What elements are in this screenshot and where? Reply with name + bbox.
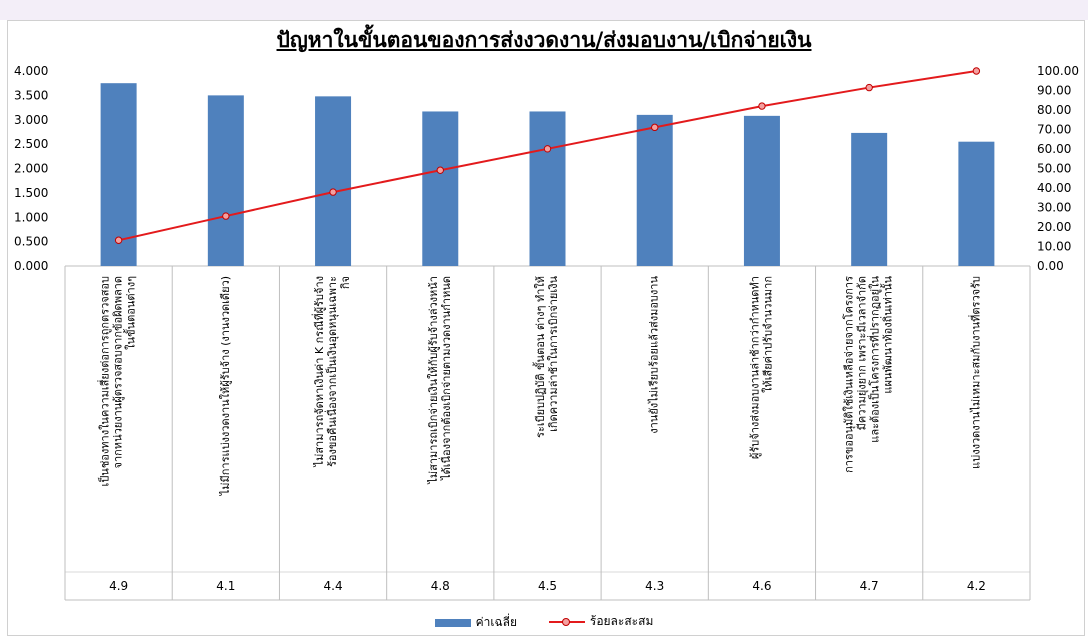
category-label: แบ่งงวดงานไม่เหมาะสมกับงานที่ตรวจรับ — [967, 276, 982, 469]
right-tick-label: 100.00 — [1037, 64, 1079, 78]
bar — [851, 132, 888, 266]
right-tick-label: 0.00 — [1037, 259, 1064, 273]
category-code: 4.5 — [538, 579, 557, 593]
category-label: มีความยุ่งยาก เพราะมีเวลาจำกัด — [856, 276, 869, 430]
line-point — [543, 145, 552, 153]
legend-bar-swatch — [434, 618, 471, 627]
category-label: ผู้รับจ้างส่งมอบงานล่าช้ากว่ากำหนดทำ — [748, 276, 761, 459]
bar — [636, 114, 673, 266]
line-point — [865, 83, 873, 92]
chart-title: ปัญหาในขั้นตอนของการส่งงวดงาน/ส่งมอบงาน/… — [276, 28, 812, 52]
category-label: การขออนุมัติใช้เงินเหลือจ่ายจากโครงการ — [842, 276, 856, 473]
right-tick-label: 80.00 — [1037, 103, 1071, 117]
legend-item-bar: ค่าเฉลี่ย — [434, 613, 518, 632]
category-label: จากหน่วยงานผู้ตรวจสอบจากข้อผิดพลาด — [112, 276, 125, 468]
category-label: งานยังไม่เรียบร้อยแล้วส่งมอบงาน — [648, 276, 661, 434]
category-code: 4.9 — [109, 579, 128, 593]
left-tick-label: 4.000 — [14, 64, 48, 78]
line-point — [436, 166, 444, 174]
top-strip — [0, 0, 1088, 20]
category-label: และต้องเป็นโครงการที่ปรากฏอยู่ใน — [867, 276, 882, 443]
left-tick-label: 2.500 — [14, 137, 48, 151]
category-code: 4.2 — [967, 579, 986, 593]
left-tick-label: 3.000 — [14, 113, 48, 127]
left-tick-label: 3.500 — [14, 88, 48, 102]
category-code: 4.7 — [860, 579, 879, 593]
category-label: ได้เนื่องจากต้องเบิกจ่ายตามงวดงานกำหนด — [438, 276, 453, 481]
left-tick-label: 1.500 — [14, 186, 48, 200]
bar — [422, 111, 459, 267]
right-tick-label: 70.00 — [1037, 123, 1071, 137]
bar — [958, 141, 995, 266]
bar — [100, 83, 137, 266]
left-tick-label: 1.000 — [14, 210, 48, 224]
line-point — [329, 188, 337, 196]
right-tick-label: 40.00 — [1037, 181, 1071, 195]
line-point — [651, 123, 659, 132]
right-tick-label: 50.00 — [1037, 162, 1071, 176]
category-label: ไม่สามารถเบิกจ่ายเงินให้กับผู้รับจ้างล่ว… — [427, 276, 440, 485]
bar — [207, 95, 244, 266]
category-label: แผนพัฒนาท้องถิ่นเท่านั้น — [880, 276, 895, 394]
category-label: เป็นช่องทางในความเสี่ยงต่อการถูกตรวจสอบ — [97, 276, 112, 486]
category-label: ร้องขอคืนเนื่องจากเป็นเงินอุดหนุนเฉพาะ — [324, 276, 339, 467]
category-code: 4.3 — [645, 579, 664, 593]
line-point — [222, 212, 230, 220]
legend-item-line: ร้อยละสะสม — [548, 612, 654, 631]
left-tick-label: 2.000 — [14, 162, 48, 176]
right-tick-label: 10.00 — [1037, 240, 1071, 254]
category-code: 4.6 — [752, 579, 771, 593]
left-tick-label: 0.000 — [14, 259, 48, 273]
bar — [315, 96, 352, 266]
line-point — [972, 67, 981, 75]
right-tick-label: 30.00 — [1037, 201, 1071, 215]
bar — [743, 115, 780, 266]
category-code: 4.1 — [216, 579, 235, 593]
category-label: ไม่สามารถจัดหาเงินค่า K กรณีที่ผู้รับจ้า… — [311, 276, 326, 467]
legend: ค่าเฉลี่ย ร้อยละสะสม — [0, 612, 1088, 632]
right-tick-label: 90.00 — [1037, 84, 1071, 98]
bar — [529, 111, 566, 267]
legend-line-swatch — [548, 617, 585, 627]
category-code: 4.4 — [324, 579, 343, 593]
legend-bar-label: ค่าเฉลี่ย — [475, 615, 518, 629]
legend-line-label: ร้อยละสะสม — [589, 614, 654, 628]
right-tick-label: 20.00 — [1037, 220, 1071, 234]
category-label: ในขั้นตอนต่างๆ — [123, 276, 138, 350]
category-label: กิจ — [339, 276, 352, 289]
category-label: เกิดความล่าช้าในการเบิกจ่ายเงิน — [547, 276, 560, 432]
category-label: ให้เสียค่าปรับจำนวนมาก — [761, 276, 774, 393]
right-tick-label: 60.00 — [1037, 142, 1071, 156]
line-point — [114, 236, 123, 244]
category-code: 4.8 — [431, 579, 450, 593]
left-tick-label: 0.500 — [14, 235, 48, 249]
category-label: ไม่มีการแบ่งงวดงานให้ผู้รับจ้าง (งานงวดเ… — [219, 276, 232, 496]
category-label: ระเบียบปฏิบัติ ขั้นตอน ต่างๆ ทำให้ — [532, 276, 547, 438]
chart-frame — [7, 20, 1085, 636]
line-point — [758, 102, 766, 110]
